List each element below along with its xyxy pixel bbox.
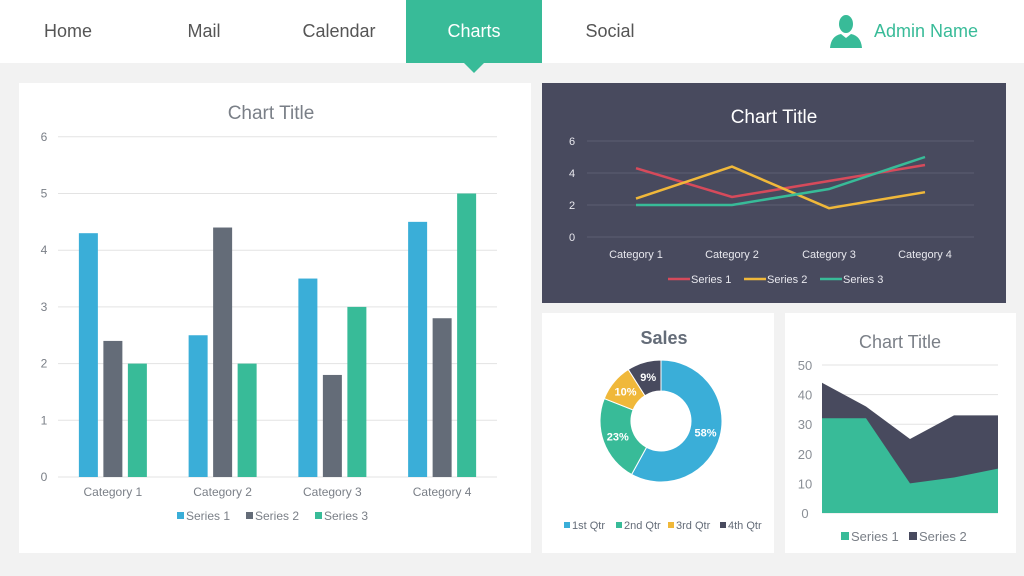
y-tick-label: 0 — [569, 232, 575, 244]
legend-label: 2nd Qtr — [624, 520, 661, 532]
y-tick-label: 30 — [798, 417, 812, 432]
legend-swatch — [177, 512, 184, 519]
series-line — [635, 163, 926, 199]
y-tick-label: 4 — [41, 243, 48, 257]
x-tick-label: Category 2 — [705, 249, 759, 261]
user-menu[interactable]: Admin Name — [828, 14, 978, 48]
bar — [347, 306, 367, 477]
x-tick-label: Category 3 — [303, 485, 362, 499]
y-tick-label: 5 — [41, 187, 48, 201]
bar — [298, 278, 318, 477]
bar — [213, 227, 233, 477]
y-tick-label: 20 — [798, 447, 812, 462]
chart-title: Sales — [640, 328, 687, 348]
legend-label: 1st Qtr — [572, 520, 605, 532]
slice-label: 58% — [695, 427, 717, 439]
legend-label: Series 2 — [919, 529, 967, 544]
legend-label: 4th Qtr — [728, 520, 762, 532]
legend-swatch — [668, 522, 674, 528]
legend-swatch — [315, 512, 322, 519]
legend-label: Series 2 — [767, 274, 807, 286]
line-chart: Chart Title 0 2 4 6 Category 1 Category 2 Categ… — [569, 107, 974, 286]
legend-label: Series 1 — [186, 509, 230, 523]
legend-swatch — [909, 532, 917, 540]
y-tick-label: 0 — [41, 470, 48, 484]
x-tick-label: Category 1 — [609, 249, 663, 261]
bar — [432, 318, 452, 477]
line-chart-panel: Chart Title 0 2 4 6 Category 1 Category 2 Categ… — [542, 83, 1006, 303]
legend-label: 3rd Qtr — [676, 520, 711, 532]
bar — [78, 233, 98, 477]
donut-chart-panel: Sales 58% 23% 10% 9% 1st Qtr 2nd Qtr 3rd Qtr 4th… — [542, 313, 774, 553]
legend-swatch — [246, 512, 253, 519]
slice-label: 23% — [607, 432, 629, 444]
bar — [188, 335, 208, 477]
legend-label: Series 3 — [843, 274, 883, 286]
x-tick-label: Category 1 — [84, 485, 143, 499]
x-tick-label: Category 4 — [413, 485, 472, 499]
legend-label: Series 3 — [324, 509, 368, 523]
user-icon — [830, 15, 862, 48]
x-tick-label: Category 2 — [193, 485, 252, 499]
legend-swatch — [616, 522, 622, 528]
bar — [322, 374, 342, 477]
area-chart: Chart Title 0 10 20 30 40 50 Series 1 Series 2 — [798, 332, 998, 544]
legend-swatch — [841, 532, 849, 540]
chart-title: Chart Title — [731, 107, 818, 128]
bar — [237, 363, 257, 477]
y-tick-label: 50 — [798, 358, 812, 373]
legend-swatch — [564, 522, 570, 528]
y-tick-label: 10 — [798, 476, 812, 491]
area-chart-panel: Chart Title 0 10 20 30 40 50 Series 1 Series 2 — [785, 313, 1016, 553]
y-tick-label: 6 — [569, 136, 575, 148]
bar — [408, 221, 428, 477]
x-tick-label: Category 4 — [898, 249, 952, 261]
bar — [103, 340, 123, 477]
nav-mail[interactable]: Mail — [187, 21, 221, 41]
donut-chart: Sales 58% 23% 10%9% 1st Qtr 2nd Qtr 3rd Qtr 4th… — [564, 328, 762, 532]
legend-label: Series 2 — [255, 509, 299, 523]
y-tick-label: 2 — [41, 357, 48, 371]
nav-social[interactable]: Social — [585, 21, 635, 41]
legend-label: Series 1 — [851, 529, 899, 544]
bar — [457, 193, 477, 477]
user-name: Admin Name — [874, 20, 979, 41]
y-tick-label: 0 — [801, 506, 808, 521]
area-series-1 — [822, 418, 998, 513]
series-line — [636, 155, 926, 207]
y-tick-label: 6 — [41, 130, 48, 144]
nav-charts[interactable]: Charts — [406, 0, 542, 63]
nav-home[interactable]: Home — [43, 21, 92, 41]
slice-label: 9% — [640, 372, 656, 384]
slice-label: 10% — [615, 387, 637, 399]
active-tab-caret — [464, 63, 484, 73]
chart-title: Chart Title — [859, 332, 941, 352]
y-tick-label: 1 — [41, 413, 48, 427]
donut-slice — [630, 359, 723, 483]
legend-swatch — [720, 522, 726, 528]
y-tick-label: 3 — [41, 300, 48, 314]
x-tick-label: Category 3 — [802, 249, 856, 261]
legend-label: Series 1 — [691, 274, 731, 286]
series-line — [635, 165, 926, 210]
y-tick-label: 2 — [569, 200, 575, 212]
chart-title: Chart Title — [228, 103, 315, 124]
donut-slice — [627, 359, 662, 397]
bar-chart-panel: Chart Title 0 1 2 3 4 5 6 Category 1 Category 2 Ca… — [19, 83, 531, 553]
y-tick-label: 4 — [569, 168, 575, 180]
y-tick-label: 40 — [798, 388, 812, 403]
top-nav: Home Mail Calendar Charts Social Admin N… — [0, 0, 1024, 63]
bar-chart: Chart Title 0 1 2 3 4 5 6 Category 1 Category 2 Ca… — [41, 103, 497, 523]
bar — [127, 363, 147, 477]
nav-calendar[interactable]: Calendar — [302, 21, 376, 41]
